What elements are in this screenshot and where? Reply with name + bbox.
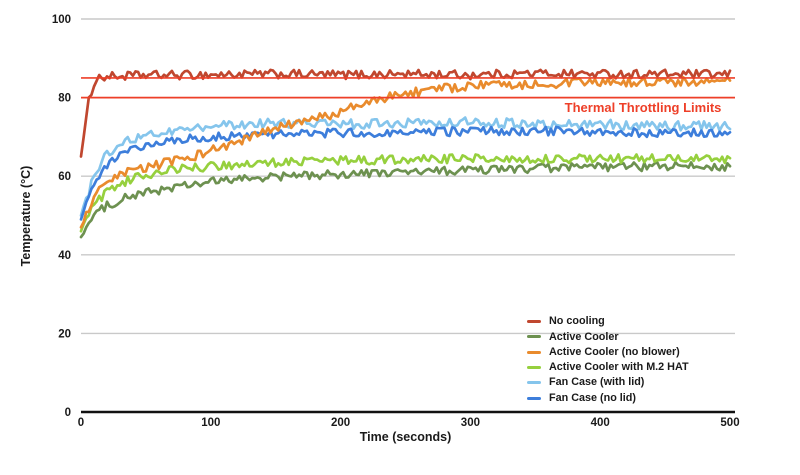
legend-item-no-cooling: No cooling [527, 314, 689, 329]
x-tick-400: 400 [591, 417, 610, 429]
y-tick-60: 60 [58, 171, 71, 183]
series-line-active-cooler-no-blower [79, 75, 732, 229]
legend-swatch [527, 396, 541, 400]
legend-item-active-cooler-no-blower: Active Cooler (no blower) [527, 345, 689, 360]
x-tick-100: 100 [201, 417, 220, 429]
legend-item-active-cooler-with-m-2-hat: Active Cooler with M.2 HAT [527, 360, 689, 375]
thermal-throttling-annotation: Thermal Throttling Limits [565, 100, 722, 115]
y-tick-40: 40 [58, 250, 71, 262]
thermal-throttle-reference-lines [81, 77, 735, 99]
x-tick-0: 0 [78, 417, 84, 429]
legend-swatch [527, 320, 541, 324]
x-tick-300: 300 [461, 417, 480, 429]
legend-label: No cooling [549, 315, 605, 328]
legend-item-active-cooler: Active Cooler [527, 329, 689, 344]
x-tick-500: 500 [720, 417, 739, 429]
gridlines [81, 18, 735, 335]
legend-swatch [527, 350, 541, 354]
tick-labels: 0 20 40 60 80 100 0 100 200 300 400 500 [52, 14, 740, 429]
y-tick-100: 100 [52, 14, 71, 26]
series-line-fan-case-no-lid [79, 125, 732, 221]
series-line-fan-case-with-lid [79, 116, 732, 217]
legend-label: Active Cooler [549, 330, 619, 343]
legend-label: Fan Case (no lid) [549, 391, 636, 404]
chart-legend: No cooling Active Cooler Active Cooler (no… [527, 314, 689, 406]
legend-label: Fan Case (with lid) [549, 376, 645, 389]
legend-swatch [527, 366, 541, 370]
y-axis-title: Temperature (°C) [19, 166, 33, 267]
legend-swatch [527, 381, 541, 385]
y-tick-20: 20 [58, 328, 71, 340]
y-tick-80: 80 [58, 93, 71, 105]
legend-label: Active Cooler (no blower) [549, 345, 680, 358]
y-tick-0: 0 [65, 407, 71, 419]
series-line-active-cooler-with-m-2-hat [79, 153, 732, 233]
legend-item-fan-case-no-lid: Fan Case (no lid) [527, 390, 689, 405]
data-series-lines [79, 68, 732, 239]
legend-swatch [527, 335, 541, 339]
legend-label: Active Cooler with M.2 HAT [549, 361, 689, 374]
legend-item-fan-case-with-lid: Fan Case (with lid) [527, 375, 689, 390]
x-tick-200: 200 [331, 417, 350, 429]
x-axis-title: Time (seconds) [360, 430, 451, 444]
